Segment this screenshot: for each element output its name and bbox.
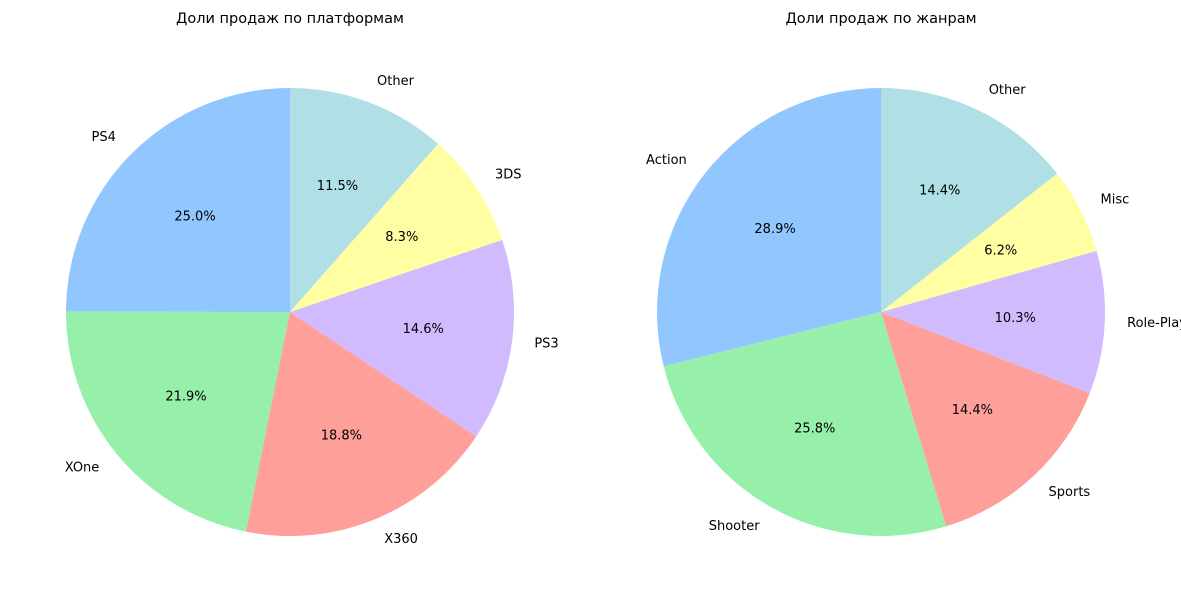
genre-slice-shooter [663,312,947,536]
platform-slice-pct-ps3: 14.6% [403,322,444,337]
platform-slice-other [290,88,439,312]
genre-slice-label-shooter: Shooter [709,519,760,534]
genre-slice-label-role-playing: Role-Playing [1127,316,1181,331]
genre-pie-title: Доли продаж по жанрам [785,11,976,27]
genre-slice-label-misc: Misc [1101,193,1130,208]
platform-pie-title: Доли продаж по платформам [176,11,404,27]
genre-slice-role-playing [881,250,1105,394]
genre-slice-pct-misc: 6.2% [984,243,1017,258]
genre-pie-labels: Action 28.9% Shooter 25.8% Sports 14.4% Role-P… [646,83,1181,534]
platform-slice-label-other: Other [377,74,415,89]
genre-slice-pct-action: 28.9% [754,222,795,237]
platform-slice-pct-3ds: 8.3% [385,230,418,245]
platform-slice-pct-other: 11.5% [317,179,358,194]
platform-pie-labels: PS4 25.0% XOne 21.9% X360 18.8% PS3 14.6% 3DS 8.3… [65,74,559,547]
platform-slice-label-xone: XOne [65,461,100,476]
genre-pie-slices [657,88,1105,536]
genre-slice-label-action: Action [646,153,687,168]
platform-slice-3ds [290,143,503,312]
genre-slice-pct-other: 14.4% [919,184,960,199]
platform-slice-x360 [245,312,477,536]
platform-slice-ps4 [66,88,290,312]
genre-slice-pct-sports: 14.4% [952,403,993,418]
genre-slice-pct-shooter: 25.8% [794,421,835,436]
genre-pie-chart: Доли продаж по жанрам Action 28.9% Shooter… [646,11,1181,536]
platform-pie-chart: Доли продаж по платформам PS4 25.0% XOne 21… [65,11,559,547]
platform-slice-label-ps4: PS4 [92,130,116,145]
platform-slice-label-3ds: 3DS [495,168,522,183]
platform-slice-label-ps3: PS3 [534,337,558,352]
genre-slice-action [657,88,881,367]
platform-slice-label-x360: X360 [384,532,418,547]
platform-slice-pct-ps4: 25.0% [174,209,215,224]
genre-slice-label-sports: Sports [1049,485,1091,500]
platform-pie-slices [65,88,514,536]
genre-slice-other [881,88,1058,312]
platform-slice-ps3 [290,239,514,437]
genre-slice-misc [881,173,1097,312]
genre-slice-pct-role-playing: 10.3% [995,311,1036,326]
platform-slice-xone [65,311,290,532]
platform-slice-pct-x360: 18.8% [321,429,362,444]
genre-slice-label-other: Other [989,83,1027,98]
genre-slice-sports [881,312,1090,527]
platform-slice-pct-xone: 21.9% [165,390,206,405]
